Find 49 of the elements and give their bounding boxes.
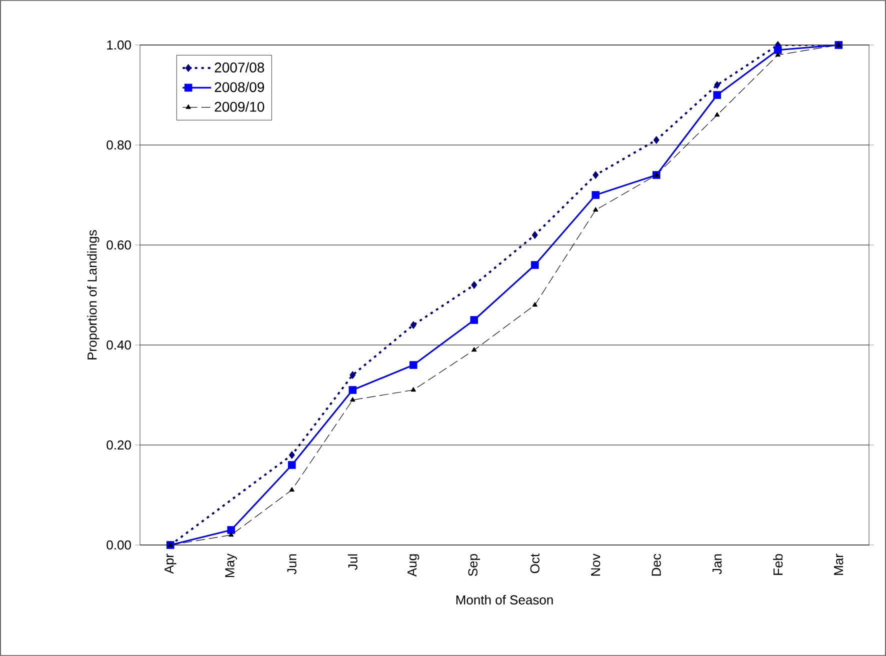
point xyxy=(470,316,478,324)
point xyxy=(530,261,539,269)
point xyxy=(350,371,356,379)
y-tick-label: 1.00 xyxy=(107,40,131,50)
x-tick-label: Jul xyxy=(348,554,358,570)
point xyxy=(653,136,660,144)
point xyxy=(592,171,599,179)
point xyxy=(410,387,416,392)
point xyxy=(348,386,357,394)
x-tick-label: Oct xyxy=(530,554,540,574)
x-tick-label: Dec xyxy=(652,554,661,576)
point xyxy=(713,91,722,99)
legend-label: 2008/09 xyxy=(214,82,264,92)
x-tick-label: Mar xyxy=(834,554,844,575)
point xyxy=(471,281,478,289)
y-tick-label: 0.60 xyxy=(106,240,131,250)
point xyxy=(410,321,416,329)
x-tick-label: Sep xyxy=(468,554,480,576)
point xyxy=(289,487,294,492)
legend-label: 2009/10 xyxy=(214,101,264,112)
x-tick-label: Feb xyxy=(773,554,783,575)
point xyxy=(714,81,720,89)
point xyxy=(350,397,356,402)
point xyxy=(288,451,295,459)
x-tick-label: Jan xyxy=(712,554,722,574)
y-tick-label: 0.20 xyxy=(106,440,131,450)
x-tick-label: Nov xyxy=(591,554,600,576)
point xyxy=(472,347,477,352)
y-axis-title: Proportion of Landings xyxy=(87,230,100,360)
x-tick-label: May xyxy=(225,554,237,578)
x-axis-title: Month of Season xyxy=(456,594,553,605)
point xyxy=(288,461,296,469)
legend-label: 2007/08 xyxy=(214,62,264,72)
x-tick-label: Jun xyxy=(287,554,296,574)
point xyxy=(409,361,418,369)
x-tick-label: Apr xyxy=(164,554,176,574)
point xyxy=(227,526,236,534)
point xyxy=(714,112,720,117)
point xyxy=(774,46,782,54)
point xyxy=(228,532,234,537)
point xyxy=(532,302,538,307)
point xyxy=(775,52,780,57)
y-tick-label: 0.80 xyxy=(106,140,131,150)
point xyxy=(592,191,600,199)
y-tick-label: 0.40 xyxy=(106,340,131,350)
point xyxy=(532,231,538,239)
y-tick-label: 0.00 xyxy=(106,540,131,550)
point xyxy=(593,207,598,212)
x-tick-label: Aug xyxy=(408,554,420,577)
